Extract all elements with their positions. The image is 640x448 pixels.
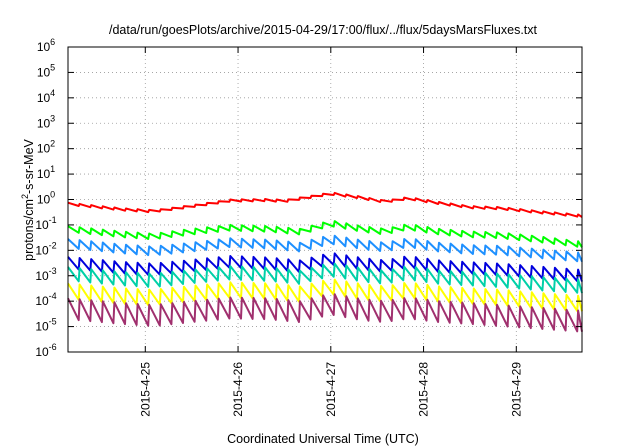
y-tick-exp: -1 — [49, 215, 57, 225]
y-tick-exp: 5 — [50, 62, 55, 72]
grid — [68, 47, 582, 352]
series-line — [67, 278, 583, 312]
y-tick-exp: 2 — [50, 139, 55, 149]
y-tick-label: 100 — [37, 190, 55, 207]
axis-ticks — [68, 46, 582, 353]
y-tick-label: 102 — [37, 139, 55, 156]
y-tick-label: 104 — [37, 88, 55, 105]
y-tick-base: 10 — [35, 269, 49, 283]
chart-title: /data/run/goesPlots/archive/2015-04-29/1… — [109, 23, 538, 37]
x-axis-label: Coordinated Universal Time (UTC) — [227, 432, 419, 446]
y-axis-label: protons/cm2-s-sr-MeV — [20, 138, 36, 260]
y-tick-labels: 10-610-510-410-310-210-11001011021031041… — [35, 37, 56, 359]
x-tick-label: 2015-4-26 — [231, 362, 245, 417]
series-line — [67, 262, 583, 294]
y-tick-exp: -2 — [49, 240, 57, 250]
y-tick-exp: -4 — [49, 291, 57, 301]
y-tick-label: 101 — [37, 164, 55, 181]
y-tick-base: 10 — [37, 193, 51, 207]
series-group — [67, 191, 583, 333]
y-tick-base: 10 — [35, 218, 49, 232]
y-tick-exp: 0 — [50, 190, 55, 200]
y-tick-base: 10 — [37, 40, 51, 54]
y-tick-base: 10 — [37, 65, 51, 79]
y-tick-base: 10 — [37, 142, 51, 156]
y-tick-exp: 1 — [50, 164, 55, 174]
y-tick-label: 10-6 — [35, 342, 56, 359]
y-tick-label: 106 — [37, 37, 55, 54]
y-tick-label: 105 — [37, 62, 55, 79]
y-tick-label: 10-5 — [35, 317, 56, 334]
x-tick-label: 2015-4-27 — [324, 362, 338, 417]
y-tick-exp: 4 — [50, 88, 55, 98]
x-tick-label: 2015-4-29 — [509, 362, 523, 417]
series-line — [67, 293, 583, 333]
y-tick-base: 10 — [35, 320, 49, 334]
y-tick-exp: -5 — [49, 317, 57, 327]
y-tick-base: 10 — [35, 294, 49, 308]
y-tick-exp: 6 — [50, 37, 55, 47]
y-tick-exp: -3 — [49, 266, 57, 276]
series-line — [67, 220, 583, 248]
y-tick-label: 103 — [37, 113, 55, 130]
x-tick-label: 2015-4-28 — [417, 362, 431, 417]
y-tick-exp: -6 — [49, 342, 57, 352]
y-axis-label-pre: protons/cm — [22, 199, 36, 261]
y-axis-label-sup: 2 — [20, 194, 30, 199]
series-line — [67, 252, 583, 283]
series-line — [67, 191, 583, 218]
y-tick-base: 10 — [37, 91, 51, 105]
y-tick-label: 10-4 — [35, 291, 56, 308]
y-tick-label: 10-3 — [35, 266, 56, 283]
y-tick-label: 10-1 — [35, 215, 56, 232]
y-tick-base: 10 — [37, 167, 51, 181]
y-tick-label: 10-2 — [35, 240, 56, 257]
x-tick-label: 2015-4-25 — [138, 362, 152, 417]
series-line — [67, 234, 583, 263]
y-tick-exp: 3 — [50, 113, 55, 123]
y-tick-base: 10 — [35, 345, 49, 359]
y-tick-base: 10 — [35, 243, 49, 257]
y-axis-label-post: -s-sr-MeV — [22, 138, 36, 194]
x-tick-labels: 2015-4-25 2015-4-26 2015-4-27 2015-4-28 2015… — [138, 362, 523, 417]
y-tick-base: 10 — [37, 116, 51, 130]
